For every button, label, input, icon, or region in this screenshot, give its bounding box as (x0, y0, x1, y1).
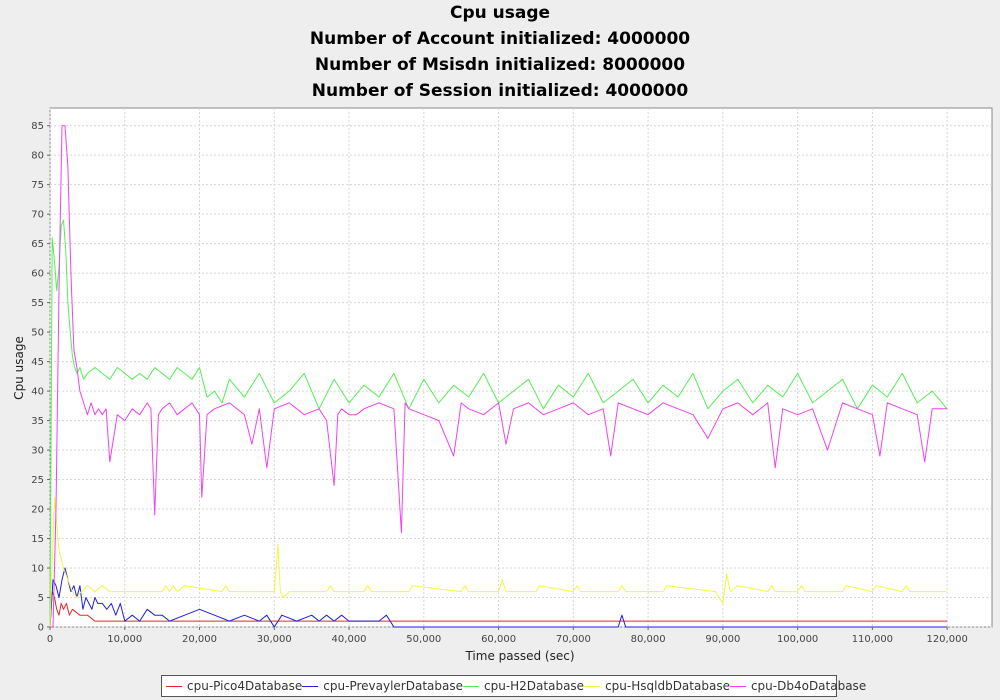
axes: 0 5 10 15 20 25 30 35 40 45 50 55 60 65 70 75 80 85 0 10,00… (31, 121, 968, 645)
legend-item-cpu-pico4database: cpu-Pico4Database (166, 679, 302, 693)
x-tick-label: 40,000 (332, 634, 367, 645)
y-tick-label: 85 (31, 121, 44, 132)
legend-label: cpu-Pico4Database (187, 679, 303, 693)
x-tick-label: 70,000 (556, 634, 591, 645)
legend-swatch (166, 685, 182, 687)
legend-item-cpu-db4odatabase: cpu-Db4oDatabase (729, 679, 867, 693)
y-tick-label: 60 (31, 269, 44, 280)
legend-swatch (302, 685, 319, 687)
series-lines (49, 125, 948, 628)
y-tick-label: 40 (31, 387, 44, 398)
y-tick-label: 45 (31, 357, 44, 368)
x-tick-label: 30,000 (257, 634, 292, 645)
x-tick-label: 90,000 (705, 634, 740, 645)
gridlines (49, 108, 992, 628)
x-tick-label: 0 (47, 634, 53, 645)
chart-canvas: 0 5 10 15 20 25 30 35 40 45 50 55 60 65 70 75 80 85 0 10,00… (12, 107, 993, 663)
series-line-cpu-pico4database (49, 591, 948, 628)
legend-item-cpu-hsqldbdatabase: cpu-HsqldbDatabase (584, 679, 730, 693)
y-tick-label: 25 (31, 475, 44, 486)
legend-label: cpu-Db4oDatabase (750, 679, 867, 693)
y-tick-label: 75 (31, 180, 44, 191)
y-tick-label: 5 (38, 593, 44, 604)
y-tick-label: 80 (31, 151, 44, 162)
legend-label: cpu-H2Database (484, 679, 585, 693)
x-tick-label: 80,000 (631, 634, 666, 645)
chart-legend: cpu-Pico4Database cpu-PrevaylerDatabase cp… (161, 675, 866, 697)
legend-label: cpu-PrevaylerDatabase (323, 679, 463, 693)
x-tick-label: 50,000 (406, 634, 441, 645)
y-tick-label: 15 (31, 534, 44, 545)
series-line-cpu-db4odatabase (50, 125, 948, 628)
x-tick-label: 120,000 (926, 634, 967, 645)
legend-item-cpu-h2database: cpu-H2Database (463, 679, 584, 693)
plot-area (49, 107, 993, 628)
legend-swatch (584, 685, 601, 687)
x-tick-label: 10,000 (107, 634, 142, 645)
y-tick-label: 10 (31, 564, 44, 575)
x-axis-label: Time passed (sec) (464, 649, 574, 663)
y-tick-label: 35 (31, 416, 44, 427)
series-line-cpu-hsqldbdatabase (49, 496, 948, 628)
x-tick-label: 100,000 (777, 634, 818, 645)
chart-titles: Cpu usage Number of Account initialized:… (0, 0, 1000, 104)
y-tick-label: 50 (31, 328, 44, 339)
y-tick-label: 20 (31, 505, 44, 516)
x-tick-label: 60,000 (481, 634, 516, 645)
x-tick-label: 110,000 (852, 634, 893, 645)
y-axis-label: Cpu usage (12, 336, 26, 400)
y-tick-label: 30 (31, 446, 44, 457)
legend-swatch (463, 685, 479, 687)
chart-title: Cpu usage (449, 3, 551, 23)
chart-subtitle-accounts: Number of Account initialized: 4000000 (309, 29, 691, 49)
y-tick-label: 70 (31, 210, 44, 221)
chart-subtitle-sessions: Number of Session initialized: 4000000 (311, 81, 689, 101)
y-tick-label: 0 (38, 623, 44, 634)
y-tick-label: 65 (31, 239, 44, 250)
legend-item-cpu-prevaylerdatabase: cpu-PrevaylerDatabase (302, 679, 463, 693)
x-tick-label: 20,000 (182, 634, 217, 645)
legend-label: cpu-HsqldbDatabase (605, 679, 730, 693)
series-line-cpu-prevaylerdatabase (49, 567, 948, 628)
series-line-cpu-h2database (49, 219, 948, 628)
chart-subtitle-msisdn: Number of Msisdn initialized: 8000000 (314, 55, 686, 75)
legend-swatch (729, 685, 746, 687)
y-tick-label: 55 (31, 298, 44, 309)
